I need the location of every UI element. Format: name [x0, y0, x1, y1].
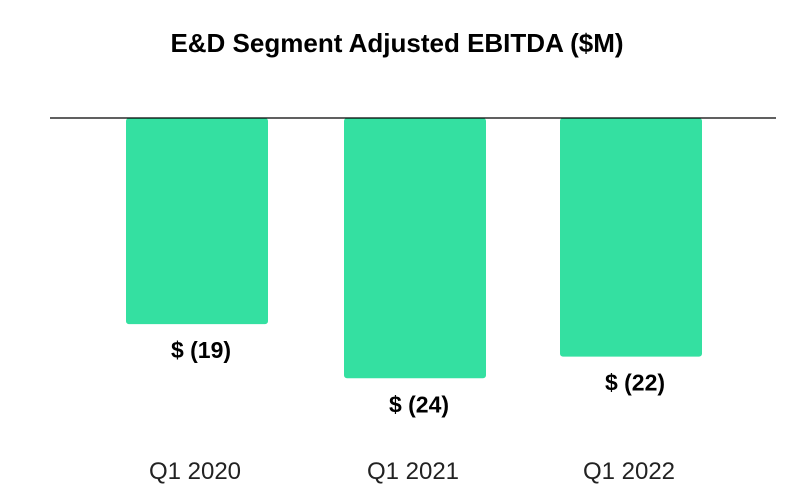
data-label-3: $ (22): [605, 370, 665, 396]
bar-2: [344, 118, 486, 379]
category-label-2: Q1 2021: [367, 458, 459, 485]
bars-layer: [126, 118, 702, 379]
bar-1: [126, 118, 268, 325]
category-label-1: Q1 2020: [149, 458, 241, 485]
category-labels-layer: Q1 2020 Q1 2021 Q1 2022: [149, 458, 675, 485]
category-label-3: Q1 2022: [583, 458, 675, 485]
data-label-1: $ (19): [171, 337, 231, 363]
bar-3: [560, 118, 702, 357]
data-labels-layer: $ (19) $ (24) $ (22): [171, 337, 665, 417]
chart-title: E&D Segment Adjusted EBITDA ($M): [170, 28, 624, 58]
data-label-2: $ (24): [389, 391, 449, 417]
